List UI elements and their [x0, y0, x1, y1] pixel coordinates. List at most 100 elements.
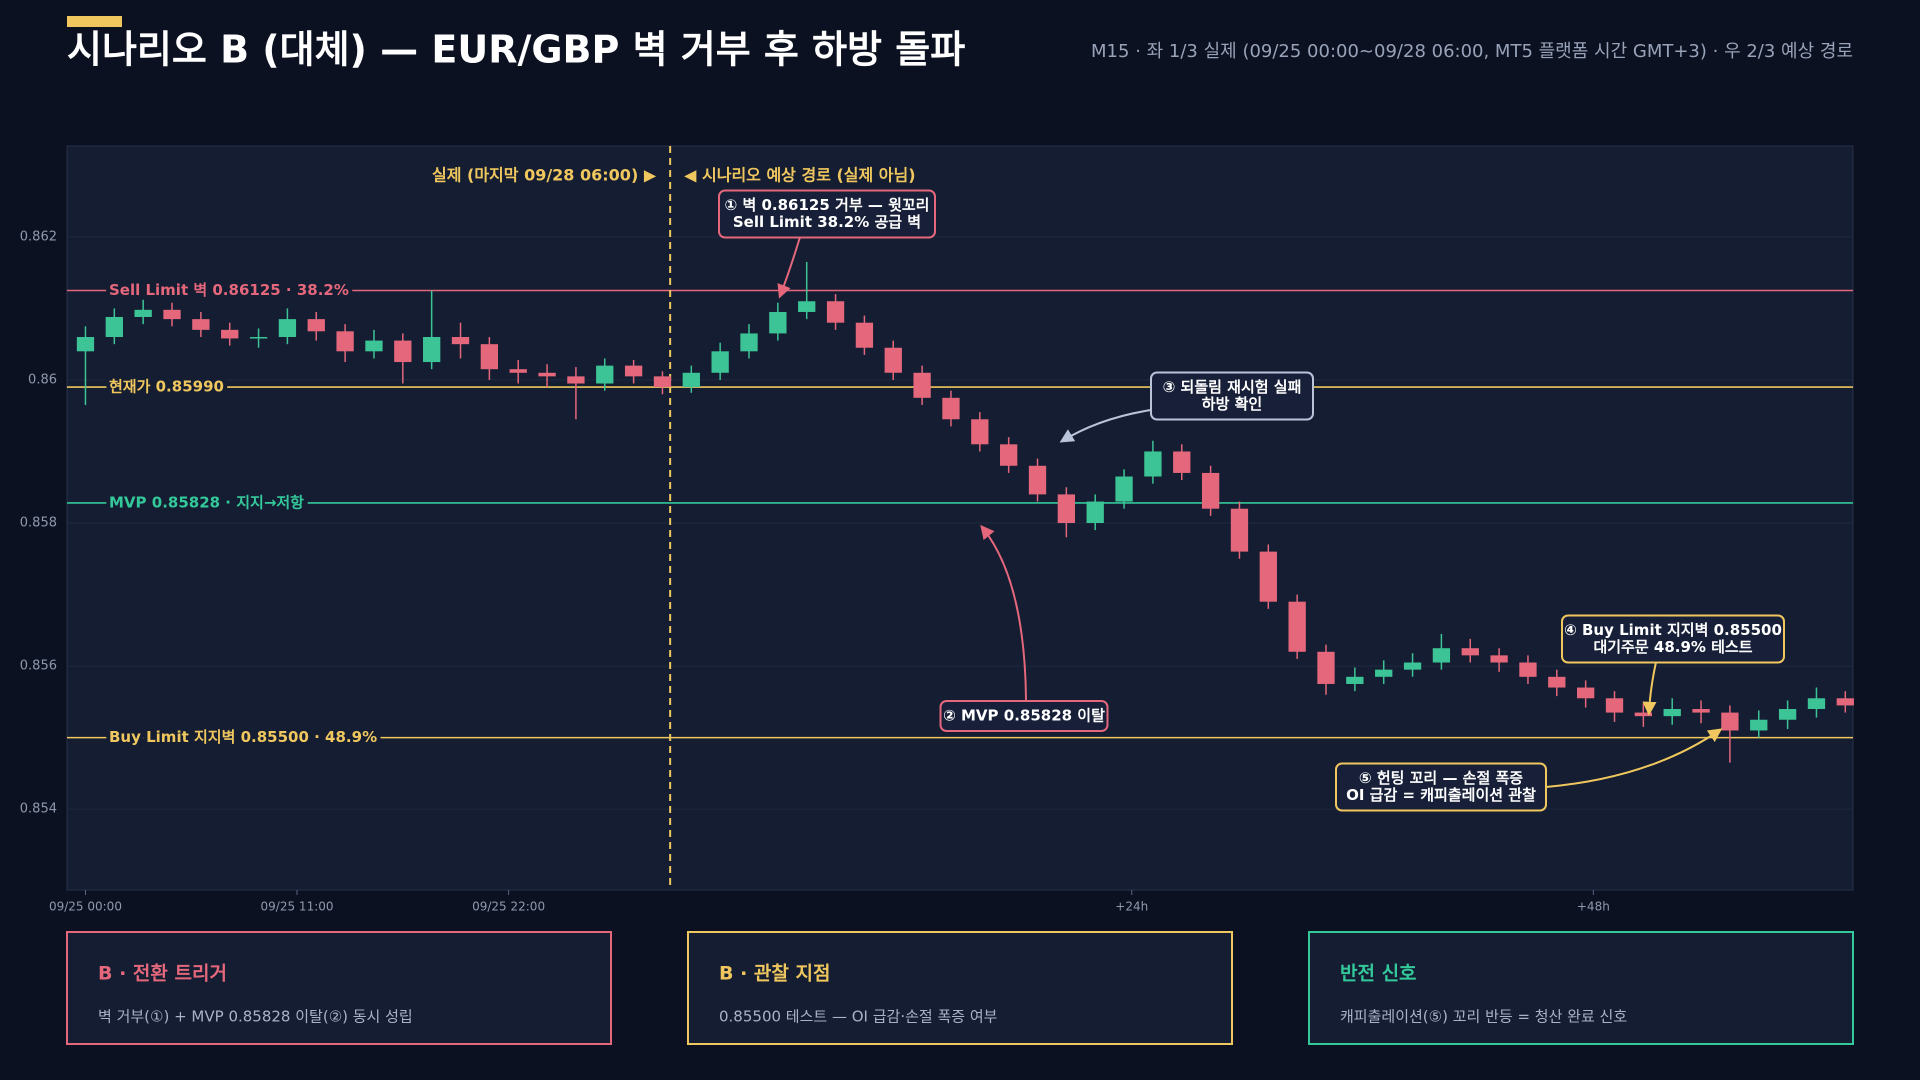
card	[1308, 931, 1854, 1045]
candle-body	[855, 322, 874, 348]
card-body: 캐피출레이션(⑤) 꼬리 반등 = 청산 완료 신호	[1340, 1008, 1627, 1026]
candle-body	[509, 369, 527, 373]
x-tick-label: 09/25 22:00	[472, 900, 545, 914]
candle-body	[1634, 712, 1653, 717]
candle-body	[1288, 601, 1306, 652]
candle-body	[221, 329, 239, 339]
candle-body	[740, 333, 758, 352]
annotation-text: OI 급감 = 캐피출레이션 관찰	[1346, 786, 1536, 804]
card	[687, 931, 1233, 1045]
annotation-arrow	[1059, 409, 1152, 443]
candle-body	[682, 372, 700, 388]
candle-body	[1403, 662, 1422, 670]
x-tick-label: 09/25 11:00	[261, 900, 334, 914]
annotation-text: ④ Buy Limit 지지벽 0.85500	[1564, 621, 1782, 639]
divider-left-label: 실제 (마지막 09/28 06:00) ▶	[432, 166, 657, 185]
candle-body	[1028, 465, 1047, 495]
annotation-text: ① 벽 0.86125 거부 — 윗꼬리	[725, 196, 930, 214]
candle-body	[1750, 719, 1768, 731]
candle-body	[105, 316, 123, 338]
candle-body	[1057, 494, 1076, 524]
annotation-arrow	[777, 236, 801, 299]
candle-body	[1259, 551, 1277, 602]
candle-body	[538, 372, 556, 377]
annotation-box	[1150, 371, 1314, 421]
candle-body	[624, 365, 643, 377]
candle-body	[653, 376, 672, 388]
title-accent	[67, 16, 122, 27]
candle-body	[365, 340, 383, 352]
annotation-text: Sell Limit 38.2% 공급 벽	[733, 213, 921, 231]
candle-body	[1115, 476, 1133, 502]
candle-body	[1317, 651, 1335, 684]
annotation-box	[939, 700, 1109, 732]
title: 시나리오 B (대체) — EUR/GBP 벽 거부 후 하방 돌파	[67, 28, 965, 72]
candle-body	[596, 365, 614, 384]
annotation-text: 하방 확인	[1202, 395, 1262, 413]
y-tick-label: 0.86	[28, 372, 57, 387]
card-title: B · 전환 트리거	[98, 963, 227, 985]
candle-body	[942, 397, 960, 420]
candle-body	[1663, 709, 1681, 717]
candle-body	[394, 340, 412, 363]
candle-body	[798, 301, 816, 312]
annotation-arrow	[1642, 661, 1657, 716]
card-body: 0.85500 테스트 — OI 급감·손절 폭증 여부	[719, 1008, 998, 1026]
annotation-arrow	[980, 524, 1027, 702]
y-tick-label: 0.856	[20, 659, 57, 674]
annotation-text: ⑤ 헌팅 꼬리 — 손절 폭증	[1359, 769, 1523, 787]
candle-body	[249, 337, 268, 339]
annotation-box	[718, 189, 936, 239]
candle-body	[884, 347, 902, 373]
annotation-box	[1561, 614, 1785, 664]
candle-body	[1432, 648, 1451, 663]
candle-body	[134, 309, 152, 317]
candle-body	[1086, 501, 1104, 524]
candle-body	[1778, 709, 1797, 720]
candle-body	[1721, 712, 1739, 731]
candle-body	[769, 311, 787, 334]
card-body: 벽 거부(①) + MVP 0.85828 이탈(②) 동시 성립	[98, 1008, 413, 1026]
divider-right-label: ◀ 시나리오 예상 경로 (실제 아님)	[684, 166, 915, 185]
candle-body	[971, 419, 989, 445]
candle-body	[1173, 451, 1191, 473]
candle-body	[1375, 669, 1393, 677]
candle-body	[192, 319, 210, 330]
candle-body	[1807, 698, 1826, 710]
candle-body	[76, 337, 95, 352]
annotation-text: ③ 되돌림 재시험 실패	[1163, 378, 1302, 396]
candle-body	[1605, 698, 1624, 713]
card-title: B · 관찰 지점	[719, 963, 830, 985]
candle-body	[1692, 709, 1710, 713]
x-tick-label: +48h	[1577, 900, 1610, 914]
candle-body	[1201, 472, 1220, 509]
card	[66, 931, 612, 1045]
y-tick-label: 0.862	[20, 229, 57, 244]
candle-body	[711, 351, 729, 373]
candle-body	[163, 309, 181, 320]
subtitle: M15 · 좌 1/3 실제 (09/25 00:00~09/28 06:00,…	[1091, 41, 1853, 62]
level-label: MVP 0.85828 · 지지→저항	[109, 493, 304, 511]
plot-area	[66, 145, 1854, 891]
candle-body	[1144, 451, 1162, 477]
candle-body	[423, 337, 441, 363]
candle-body	[1548, 676, 1566, 688]
card-title: 반전 신호	[1340, 963, 1417, 985]
candle-body	[1519, 662, 1537, 677]
annotation-text: 대기주문 48.9% 테스트	[1593, 638, 1752, 656]
annotation-arrow	[1545, 728, 1723, 788]
candle-body	[480, 344, 499, 370]
x-tick-label: 09/25 00:00	[49, 900, 122, 914]
candle-body	[1577, 687, 1595, 699]
annotation-box	[1335, 762, 1547, 812]
candle-body	[336, 331, 354, 352]
x-tick-label: +24h	[1115, 900, 1148, 914]
level-label: Buy Limit 지지벽 0.85500 · 48.9%	[109, 728, 377, 746]
candle-body	[567, 376, 585, 384]
candle-body	[451, 337, 470, 345]
candle-body	[1230, 508, 1249, 552]
candle-body	[826, 301, 845, 323]
annotation-text: ② MVP 0.85828 이탈	[943, 707, 1105, 725]
y-tick-label: 0.854	[20, 802, 57, 817]
